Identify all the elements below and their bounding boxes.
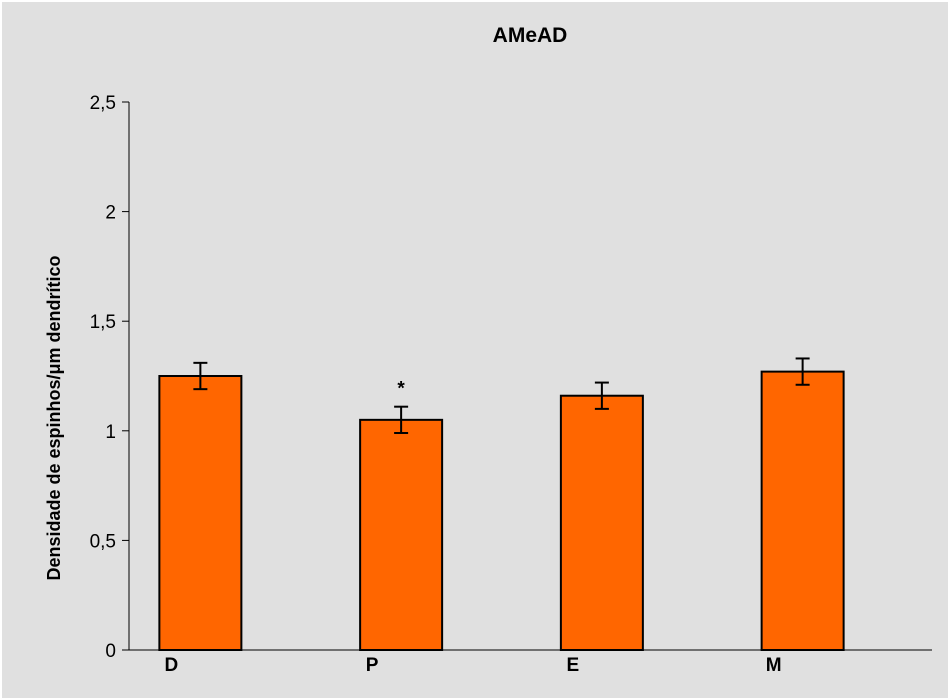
x-tick-label: E [567,655,580,676]
bar-E [559,394,644,651]
x-tick-label: P [366,655,379,676]
bar-D [158,375,243,651]
y-tick-label: 1,5 [90,312,116,333]
significance-marker: * [397,379,405,400]
y-tick-label: 1 [105,422,116,443]
y-tick-label: 2,5 [90,93,116,114]
y-axis-label: Densidade de espinhos/μm dendrítico [44,255,64,580]
x-tick-label: D [165,655,179,676]
chart-title: AMeAD [493,24,568,47]
y-tick-label: 2 [105,203,116,224]
bar-P [359,418,444,651]
y-tick-label: 0 [105,641,116,662]
x-tick-label: M [766,655,782,676]
y-tick-label: 0,5 [90,531,116,552]
bars: * [158,357,845,651]
bar-M [760,370,845,651]
axes: 0 0,5 1 1,5 2 2,5 D P E M [90,93,932,676]
